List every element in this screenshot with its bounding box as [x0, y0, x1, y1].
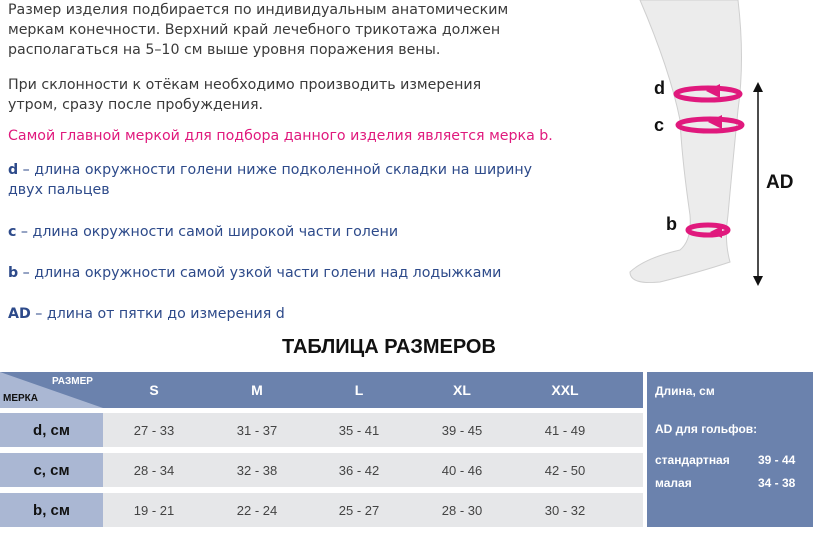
def-d: d – длина окружности голени ниже подколе… [8, 160, 532, 180]
def-d-cont: двух пальцев [8, 182, 110, 198]
def-b: b – длина окружности самой узкой части г… [8, 263, 501, 283]
table-cell: 40 - 46 [441, 462, 483, 478]
corner-top-label: РАЗМЕР [52, 376, 93, 387]
table-cell: 27 - 33 [133, 422, 175, 438]
table-cell: 41 - 49 [544, 422, 586, 438]
table-cell: 28 - 34 [133, 462, 175, 478]
highlight-text: Самой главной меркой для подбора данного… [8, 128, 553, 144]
intro-paragraph-1: Размер изделия подбирается по индивидуал… [8, 0, 508, 60]
table-header [0, 372, 643, 408]
label-d: d [654, 78, 665, 98]
table-cell: 19 - 21 [133, 502, 175, 518]
table-cell: 25 - 27 [338, 502, 380, 518]
def-text: – длина окружности голени ниже подколенн… [18, 162, 533, 178]
text-line: При склонности к отёкам необходимо произ… [8, 77, 482, 93]
measure-d-ring [673, 85, 743, 103]
def-text: – длина от пятки до измерения d [30, 306, 285, 322]
table-row: b, см 19 - 21 22 - 24 25 - 27 28 - 30 30 - 32 [0, 493, 643, 527]
panel-subtitle: AD для гольфов: [655, 422, 758, 436]
row-label: d, см [0, 413, 103, 447]
table-cell: 22 - 24 [236, 502, 278, 518]
def-c: c – длина окружности самой широкой части… [8, 222, 398, 242]
length-value: 34 - 38 [758, 476, 796, 490]
table-row: c, см 28 - 34 32 - 38 36 - 42 40 - 46 42 - 50 [0, 453, 643, 487]
measure-b-ring [685, 222, 731, 238]
label-c: c [654, 115, 664, 135]
table-cell: 39 - 45 [441, 422, 483, 438]
def-key: AD [8, 306, 31, 322]
def-key: c [8, 224, 17, 240]
table-cell: 35 - 41 [338, 422, 380, 438]
def-key: b [8, 265, 19, 281]
panel-title: Длина, см [655, 384, 715, 398]
row-label: b, см [0, 493, 103, 527]
corner-cell [0, 372, 103, 408]
arrow-icon [710, 226, 722, 238]
def-text: – длина окружности самой широкой части г… [16, 224, 399, 240]
def-text: – длина окружности самой узкой части гол… [18, 265, 502, 281]
table-cell: 31 - 37 [236, 422, 278, 438]
leg-shape [629, 0, 742, 283]
length-name: малая [655, 476, 692, 490]
measure-c-ring [675, 116, 745, 134]
length-value: 39 - 44 [758, 453, 796, 467]
size-header: XXL [551, 382, 579, 398]
intro-paragraph-2: При склонности к отёкам необходимо произ… [8, 75, 481, 115]
table-cell: 28 - 30 [441, 502, 483, 518]
size-header: M [251, 382, 263, 398]
text-line: Размер изделия подбирается по индивидуал… [8, 2, 509, 18]
table-cell: 32 - 38 [236, 462, 278, 478]
text-line: меркам конечности. Верхний край лечебног… [8, 22, 501, 38]
def-key: d [8, 162, 19, 178]
arrow-icon [708, 115, 722, 129]
size-header: L [354, 382, 364, 398]
leg-diagram: d c b AD [629, 0, 793, 286]
arrow-icon [706, 84, 720, 98]
length-name: стандартная [655, 453, 730, 467]
label-ad: AD [766, 172, 793, 193]
row-label: c, см [0, 453, 103, 487]
size-header: XL [453, 382, 471, 398]
table-cell: 42 - 50 [544, 462, 586, 478]
table-title: ТАБЛИЦА РАЗМЕРОВ [282, 336, 496, 358]
def-ad: AD – длина от пятки до измерения d [8, 304, 285, 324]
size-header: S [149, 382, 159, 398]
label-b: b [666, 214, 677, 234]
table-cell: 36 - 42 [338, 462, 380, 478]
table-cell: 30 - 32 [544, 502, 586, 518]
text-line: утром, сразу после пробуждения. [8, 97, 264, 113]
table-row: d, см 27 - 33 31 - 37 35 - 41 39 - 45 41 - 49 [0, 413, 643, 447]
length-panel: Длина, см AD для гольфов: стандартная 39… [647, 372, 813, 527]
corner-bottom-label: МЕРКА [3, 393, 38, 404]
text-line: располагаться на 5–10 см выше уровня пор… [8, 42, 441, 58]
